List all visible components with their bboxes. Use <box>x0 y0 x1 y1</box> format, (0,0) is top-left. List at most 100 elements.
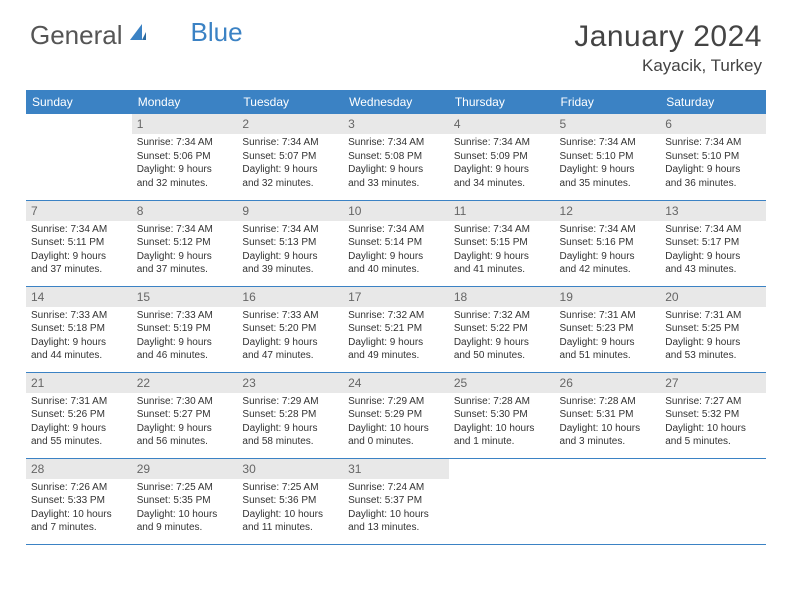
day-number: 14 <box>26 287 132 307</box>
day-number: 6 <box>660 114 766 134</box>
day-content: Sunrise: 7:34 AMSunset: 5:06 PMDaylight:… <box>132 134 238 194</box>
calendar-cell <box>555 458 661 544</box>
calendar-cell: 1Sunrise: 7:34 AMSunset: 5:06 PMDaylight… <box>132 114 238 200</box>
day-content: Sunrise: 7:34 AMSunset: 5:17 PMDaylight:… <box>660 221 766 281</box>
sunrise-text: Sunrise: 7:34 AM <box>560 223 656 237</box>
day-content: Sunrise: 7:29 AMSunset: 5:29 PMDaylight:… <box>343 393 449 453</box>
daylight-text-2: and 32 minutes. <box>242 177 338 191</box>
day-content: Sunrise: 7:31 AMSunset: 5:23 PMDaylight:… <box>555 307 661 367</box>
day-number: 25 <box>449 373 555 393</box>
daylight-text-1: Daylight: 10 hours <box>31 508 127 522</box>
calendar-week: 28Sunrise: 7:26 AMSunset: 5:33 PMDayligh… <box>26 458 766 544</box>
sunrise-text: Sunrise: 7:30 AM <box>137 395 233 409</box>
day-content: Sunrise: 7:31 AMSunset: 5:26 PMDaylight:… <box>26 393 132 453</box>
daylight-text-2: and 43 minutes. <box>665 263 761 277</box>
location-label: Kayacik, Turkey <box>574 56 762 76</box>
day-number: 9 <box>237 201 343 221</box>
day-header: Wednesday <box>343 90 449 114</box>
sunrise-text: Sunrise: 7:34 AM <box>665 136 761 150</box>
sunrise-text: Sunrise: 7:34 AM <box>454 223 550 237</box>
daylight-text-2: and 50 minutes. <box>454 349 550 363</box>
daylight-text-1: Daylight: 10 hours <box>348 422 444 436</box>
day-number: 1 <box>132 114 238 134</box>
sunrise-text: Sunrise: 7:34 AM <box>242 223 338 237</box>
daylight-text-1: Daylight: 10 hours <box>348 508 444 522</box>
calendar-cell: 8Sunrise: 7:34 AMSunset: 5:12 PMDaylight… <box>132 200 238 286</box>
calendar-cell <box>449 458 555 544</box>
sunrise-text: Sunrise: 7:34 AM <box>242 136 338 150</box>
day-header: Monday <box>132 90 238 114</box>
sunrise-text: Sunrise: 7:24 AM <box>348 481 444 495</box>
daylight-text-2: and 39 minutes. <box>242 263 338 277</box>
brand-logo: General Blue <box>30 20 243 51</box>
day-header: Tuesday <box>237 90 343 114</box>
sunset-text: Sunset: 5:30 PM <box>454 408 550 422</box>
daylight-text-1: Daylight: 10 hours <box>137 508 233 522</box>
sunset-text: Sunset: 5:22 PM <box>454 322 550 336</box>
calendar-cell: 12Sunrise: 7:34 AMSunset: 5:16 PMDayligh… <box>555 200 661 286</box>
calendar-cell: 6Sunrise: 7:34 AMSunset: 5:10 PMDaylight… <box>660 114 766 200</box>
calendar-cell: 9Sunrise: 7:34 AMSunset: 5:13 PMDaylight… <box>237 200 343 286</box>
sunset-text: Sunset: 5:37 PM <box>348 494 444 508</box>
sunset-text: Sunset: 5:11 PM <box>31 236 127 250</box>
sail-icon <box>127 20 149 51</box>
sunset-text: Sunset: 5:26 PM <box>31 408 127 422</box>
day-content: Sunrise: 7:26 AMSunset: 5:33 PMDaylight:… <box>26 479 132 539</box>
day-content: Sunrise: 7:34 AMSunset: 5:16 PMDaylight:… <box>555 221 661 281</box>
sunset-text: Sunset: 5:23 PM <box>560 322 656 336</box>
sunset-text: Sunset: 5:07 PM <box>242 150 338 164</box>
day-content: Sunrise: 7:34 AMSunset: 5:10 PMDaylight:… <box>660 134 766 194</box>
sunset-text: Sunset: 5:29 PM <box>348 408 444 422</box>
day-number: 22 <box>132 373 238 393</box>
day-content: Sunrise: 7:34 AMSunset: 5:08 PMDaylight:… <box>343 134 449 194</box>
day-content: Sunrise: 7:34 AMSunset: 5:15 PMDaylight:… <box>449 221 555 281</box>
daylight-text-2: and 53 minutes. <box>665 349 761 363</box>
sunrise-text: Sunrise: 7:25 AM <box>242 481 338 495</box>
day-number: 23 <box>237 373 343 393</box>
day-number: 21 <box>26 373 132 393</box>
daylight-text-2: and 42 minutes. <box>560 263 656 277</box>
calendar-cell: 19Sunrise: 7:31 AMSunset: 5:23 PMDayligh… <box>555 286 661 372</box>
daylight-text-2: and 32 minutes. <box>137 177 233 191</box>
sunrise-text: Sunrise: 7:34 AM <box>348 223 444 237</box>
calendar-body: 1Sunrise: 7:34 AMSunset: 5:06 PMDaylight… <box>26 114 766 544</box>
daylight-text-2: and 37 minutes. <box>31 263 127 277</box>
sunrise-text: Sunrise: 7:33 AM <box>31 309 127 323</box>
brand-part2: Blue <box>191 17 243 48</box>
sunrise-text: Sunrise: 7:29 AM <box>242 395 338 409</box>
calendar-cell: 3Sunrise: 7:34 AMSunset: 5:08 PMDaylight… <box>343 114 449 200</box>
calendar-cell: 26Sunrise: 7:28 AMSunset: 5:31 PMDayligh… <box>555 372 661 458</box>
sunrise-text: Sunrise: 7:33 AM <box>242 309 338 323</box>
sunset-text: Sunset: 5:08 PM <box>348 150 444 164</box>
calendar-cell: 25Sunrise: 7:28 AMSunset: 5:30 PMDayligh… <box>449 372 555 458</box>
day-content: Sunrise: 7:33 AMSunset: 5:19 PMDaylight:… <box>132 307 238 367</box>
sunrise-text: Sunrise: 7:34 AM <box>348 136 444 150</box>
calendar-cell: 24Sunrise: 7:29 AMSunset: 5:29 PMDayligh… <box>343 372 449 458</box>
sunset-text: Sunset: 5:35 PM <box>137 494 233 508</box>
sunrise-text: Sunrise: 7:28 AM <box>560 395 656 409</box>
sunset-text: Sunset: 5:27 PM <box>137 408 233 422</box>
day-number: 11 <box>449 201 555 221</box>
daylight-text-1: Daylight: 9 hours <box>665 250 761 264</box>
daylight-text-1: Daylight: 9 hours <box>137 250 233 264</box>
calendar-week: 7Sunrise: 7:34 AMSunset: 5:11 PMDaylight… <box>26 200 766 286</box>
calendar-cell: 5Sunrise: 7:34 AMSunset: 5:10 PMDaylight… <box>555 114 661 200</box>
sunrise-text: Sunrise: 7:34 AM <box>665 223 761 237</box>
day-content: Sunrise: 7:25 AMSunset: 5:36 PMDaylight:… <box>237 479 343 539</box>
day-content: Sunrise: 7:30 AMSunset: 5:27 PMDaylight:… <box>132 393 238 453</box>
daylight-text-2: and 34 minutes. <box>454 177 550 191</box>
sunrise-text: Sunrise: 7:31 AM <box>31 395 127 409</box>
day-content: Sunrise: 7:31 AMSunset: 5:25 PMDaylight:… <box>660 307 766 367</box>
calendar-cell <box>26 114 132 200</box>
sunrise-text: Sunrise: 7:25 AM <box>137 481 233 495</box>
day-content: Sunrise: 7:34 AMSunset: 5:12 PMDaylight:… <box>132 221 238 281</box>
day-number: 5 <box>555 114 661 134</box>
sunrise-text: Sunrise: 7:26 AM <box>31 481 127 495</box>
day-number: 18 <box>449 287 555 307</box>
daylight-text-1: Daylight: 9 hours <box>454 163 550 177</box>
sunset-text: Sunset: 5:13 PM <box>242 236 338 250</box>
daylight-text-2: and 5 minutes. <box>665 435 761 449</box>
daylight-text-2: and 7 minutes. <box>31 521 127 535</box>
day-number: 8 <box>132 201 238 221</box>
sunset-text: Sunset: 5:31 PM <box>560 408 656 422</box>
